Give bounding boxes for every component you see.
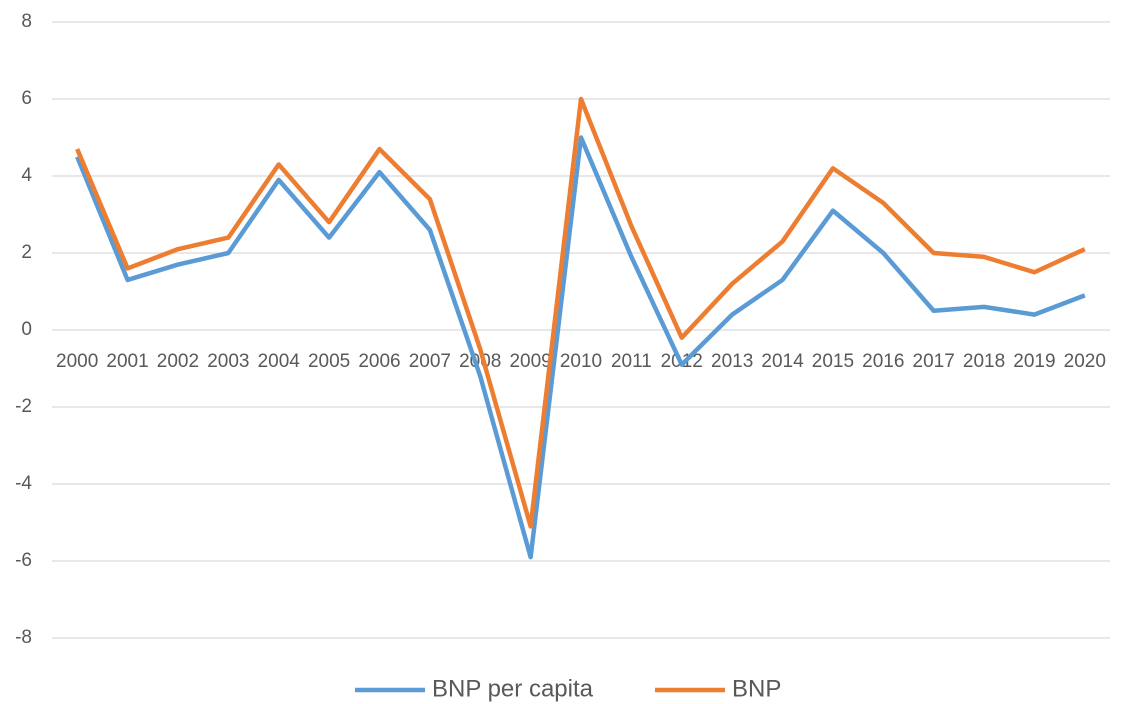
x-tick-label: 2000 <box>56 351 98 372</box>
y-tick-label: 6 <box>21 88 32 109</box>
x-tick-label: 2003 <box>207 351 249 372</box>
x-tick-label: 2004 <box>258 351 301 372</box>
x-tick-label: 2005 <box>308 351 350 372</box>
x-tick-label: 2014 <box>761 351 804 372</box>
y-tick-label: 4 <box>21 165 32 186</box>
x-tick-label: 2009 <box>509 351 551 372</box>
y-tick-label: -2 <box>15 396 32 417</box>
x-tick-label: 2018 <box>963 351 1005 372</box>
x-tick-label: 2015 <box>812 351 854 372</box>
line-series <box>75 96 1086 529</box>
y-tick-label: -4 <box>15 473 32 494</box>
x-tick-label: 2016 <box>862 351 904 372</box>
legend-label: BNP per capita <box>432 675 594 702</box>
x-tick-label: 2001 <box>106 351 148 372</box>
x-tick-label: 2002 <box>157 351 199 372</box>
x-tick-label: 2007 <box>409 351 451 372</box>
x-tick-label: 2019 <box>1013 351 1055 372</box>
y-tick-label: 0 <box>21 319 32 340</box>
x-tick-label: 2010 <box>560 351 602 372</box>
y-tick-label: 8 <box>21 11 32 32</box>
x-tick-label: 2020 <box>1064 351 1106 372</box>
y-tick-label: 2 <box>21 242 32 263</box>
x-tick-label: 2011 <box>611 351 652 372</box>
y-tick-label: -8 <box>15 627 32 648</box>
x-tick-label: 2008 <box>459 351 501 372</box>
x-tick-label: 2006 <box>358 351 400 372</box>
x-tick-label: 2013 <box>711 351 753 372</box>
legend-label: BNP <box>732 675 781 702</box>
y-tick-label: -6 <box>15 550 32 571</box>
x-tick-label: 2017 <box>913 351 955 372</box>
line-series <box>75 135 1086 560</box>
